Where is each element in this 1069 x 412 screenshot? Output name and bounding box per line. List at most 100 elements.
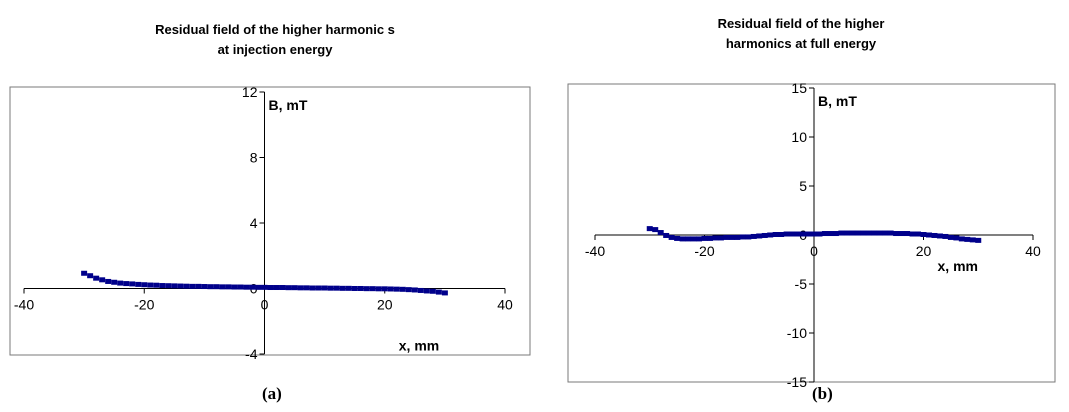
data-point — [345, 285, 352, 291]
data-point — [821, 231, 828, 237]
data-point — [767, 232, 774, 238]
data-point — [243, 284, 250, 290]
data-point — [690, 236, 697, 242]
data-point — [261, 284, 268, 290]
data-point — [141, 282, 148, 288]
x-tick-label: -20 — [134, 297, 154, 313]
data-point — [315, 285, 322, 291]
data-point — [696, 236, 703, 242]
data-point — [969, 237, 976, 243]
data-point — [435, 289, 442, 295]
data-point — [860, 230, 867, 236]
data-point — [93, 275, 100, 281]
data-point — [171, 283, 178, 289]
data-point — [668, 234, 675, 240]
data-point — [393, 286, 400, 292]
data-point — [399, 286, 406, 292]
data-point — [249, 284, 256, 290]
data-point — [405, 287, 412, 293]
data-point — [717, 235, 724, 241]
data-point — [925, 232, 932, 238]
data-point — [129, 281, 136, 287]
y-tick-label: 12 — [242, 84, 258, 100]
data-point — [816, 231, 823, 237]
data-point — [213, 284, 220, 290]
chart-title: Residual field of the higher harmonic s … — [40, 20, 510, 60]
x-tick-label: 20 — [377, 297, 393, 313]
data-point — [423, 288, 430, 294]
chart-caption: (a) — [262, 384, 282, 403]
data-point — [674, 235, 681, 241]
x-tick-label: -40 — [585, 243, 605, 259]
data-point — [147, 282, 154, 288]
y-tick-label: 5 — [799, 178, 807, 194]
data-point — [915, 231, 922, 237]
data-point — [865, 230, 872, 236]
chart-title-line-1: Residual field of the higher harmonic s — [155, 22, 395, 37]
data-point — [701, 235, 708, 241]
data-point — [893, 231, 900, 237]
data-point — [679, 236, 686, 242]
chart-panel-a: Residual field of the higher harmonic s … — [9, 20, 531, 403]
chart-title-line-1: Residual field of the higher — [717, 16, 885, 31]
data-point — [279, 285, 286, 291]
data-point — [189, 283, 196, 289]
data-point — [783, 231, 790, 237]
data-point — [321, 285, 328, 291]
data-point — [291, 285, 298, 291]
data-point — [159, 283, 166, 289]
data-point — [882, 230, 889, 236]
x-tick-label: 0 — [810, 243, 818, 259]
data-point — [165, 283, 172, 289]
x-tick-label: 20 — [916, 243, 932, 259]
x-tick-label: 40 — [497, 297, 513, 313]
data-point — [646, 226, 653, 232]
y-tick-label: 8 — [250, 150, 258, 166]
data-point — [936, 233, 943, 239]
data-point — [805, 231, 812, 237]
data-point — [750, 233, 757, 239]
data-point — [429, 288, 436, 294]
y-tick-label: 4 — [250, 215, 258, 231]
data-point — [871, 230, 878, 236]
data-point — [887, 230, 894, 236]
data-point — [207, 284, 214, 290]
data-point — [135, 281, 142, 287]
x-tick-label: 40 — [1025, 243, 1041, 259]
data-point — [657, 230, 664, 236]
data-point — [811, 231, 817, 237]
data-point — [772, 232, 779, 237]
data-point — [723, 234, 730, 240]
data-point — [898, 231, 905, 237]
data-point — [267, 285, 274, 291]
data-point — [357, 285, 364, 291]
data-point — [87, 273, 94, 279]
data-point — [975, 237, 982, 243]
data-point — [333, 285, 340, 291]
data-point — [417, 287, 424, 293]
chart-panel-b: Residual field of the higher harmonics a… — [546, 0, 1069, 412]
x-tick-label: -40 — [14, 297, 34, 313]
data-point — [81, 270, 88, 276]
data-point — [838, 230, 845, 236]
data-point — [99, 277, 106, 283]
data-point — [756, 233, 763, 239]
data-point — [876, 230, 883, 236]
data-point — [739, 234, 746, 240]
data-point — [231, 284, 238, 290]
data-point — [111, 279, 118, 285]
data-point — [789, 231, 796, 237]
data-point — [387, 286, 394, 292]
data-point — [441, 290, 448, 296]
data-point — [800, 231, 807, 237]
data-point — [309, 285, 316, 291]
data-point — [964, 236, 971, 242]
data-point — [843, 230, 850, 236]
data-point — [761, 232, 768, 238]
data-point — [219, 284, 226, 290]
data-point — [734, 234, 741, 240]
data-point — [652, 227, 659, 233]
data-point — [832, 231, 839, 237]
data-point — [303, 285, 310, 291]
